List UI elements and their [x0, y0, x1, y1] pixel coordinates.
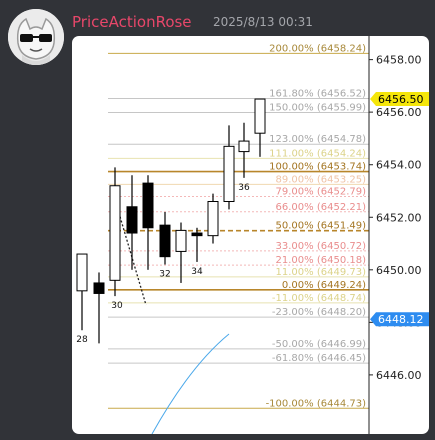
candle-body [126, 206, 138, 234]
fib-level-label: 150.00% (6455.99) [269, 102, 366, 113]
price-badge-label: 6456.50 [378, 93, 424, 106]
price-axis-tick-label: 6454.00 [376, 159, 422, 172]
fib-level-label: 66.00% (6452.21) [276, 202, 367, 213]
fib-level-label: 50.00% (6451.49) [276, 221, 367, 232]
rising-projection-line [151, 333, 230, 434]
sunglasses-cat-avatar-icon [8, 9, 64, 65]
price-badge-label: 6448.12 [378, 313, 424, 326]
price-axis-tick-label: 6446.00 [376, 369, 422, 382]
chart-image[interactable]: 200.00% (6458.24) 161.80% (6456.52) 150.00… [72, 36, 429, 434]
fib-level-label: -50.00% (6446.99) [272, 339, 366, 350]
candle-body [191, 232, 203, 237]
candle-body [175, 229, 187, 252]
fib-level-label: 11.00% (6449.73) [276, 267, 367, 278]
fib-level-label: 89.00% (6453.25) [276, 174, 367, 185]
candle-body [254, 98, 266, 134]
candle-body [76, 253, 88, 292]
candle-count-label: 36 [238, 183, 250, 193]
candle-body [109, 185, 121, 281]
username[interactable]: PriceActionRose [72, 13, 192, 31]
candle-count-label: 30 [111, 301, 123, 311]
price-axis-tick-label: 6452.00 [376, 211, 422, 224]
candle-count-label: 32 [159, 270, 170, 280]
price-badge [370, 92, 429, 107]
fib-level-label: 200.00% (6458.24) [269, 43, 366, 54]
fib-level-label: -100.00% (6444.73) [266, 398, 367, 409]
fib-level-label: -11.00% (6448.74) [272, 293, 366, 304]
fib-level-label: 123.00% (6454.78) [269, 134, 366, 145]
candle-body [207, 201, 219, 237]
fib-level-label: 33.00% (6450.72) [276, 241, 367, 252]
candle-count-label: 34 [191, 267, 203, 277]
candle-body [223, 145, 235, 203]
candle-count-label: 28 [76, 335, 88, 345]
fib-level-label: -61.80% (6446.45) [272, 353, 366, 364]
price-axis-tick-label: 6458.00 [376, 54, 422, 67]
price-axis-tick-label: 6450.00 [376, 264, 422, 277]
price-axis-tick-label: 6456.00 [376, 106, 422, 119]
message-timestamp: 2025/8/13 00:31 [213, 15, 313, 29]
candle-body [93, 282, 105, 294]
candle-body [159, 224, 171, 258]
fib-level-label: 161.80% (6456.52) [269, 89, 366, 100]
candle-body [238, 140, 250, 153]
fib-level-label: 79.00% (6452.79) [276, 187, 367, 198]
fib-level-label: -23.00% (6448.20) [272, 307, 366, 318]
fib-level-label: 21.00% (6450.18) [276, 255, 367, 266]
fib-level-label: 0.00% (6449.24) [282, 280, 366, 291]
candle-body [142, 182, 154, 229]
avatar[interactable] [8, 9, 64, 65]
fib-level-label: 100.00% (6453.74) [269, 162, 366, 173]
price-badge [370, 312, 429, 327]
fibonacci-candlestick-chart: 200.00% (6458.24) 161.80% (6456.52) 150.00… [76, 36, 429, 434]
fib-level-label: 111.00% (6454.24) [269, 148, 366, 159]
